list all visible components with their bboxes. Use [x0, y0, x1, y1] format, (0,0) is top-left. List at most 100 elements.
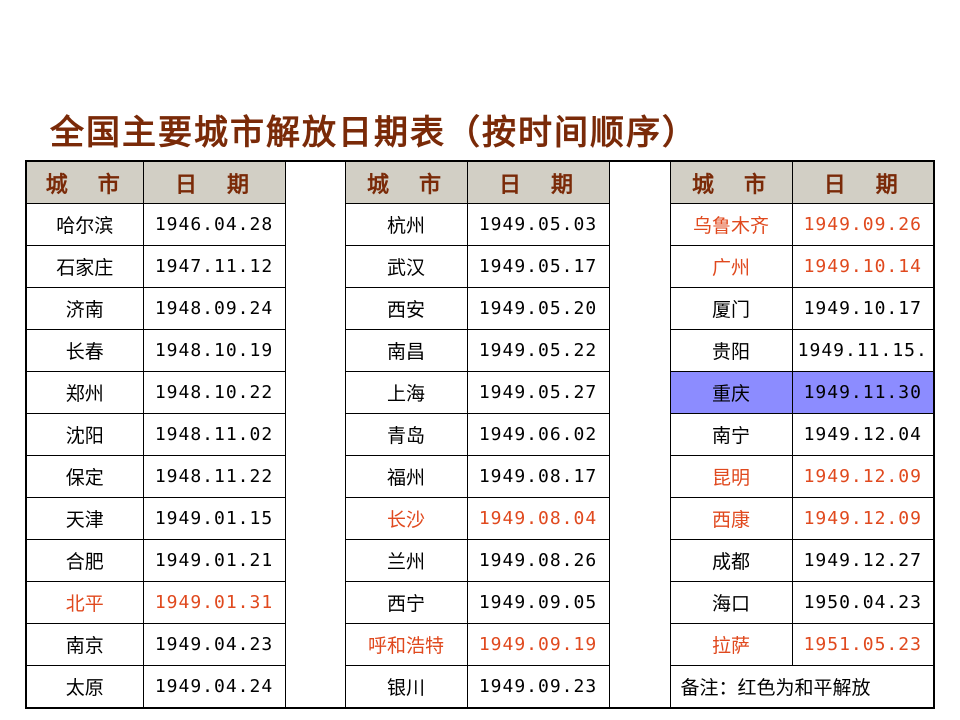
date-cell: 1949.05.27	[466, 371, 610, 414]
table-row: 合肥 1949.01.21 兰州 1949.08.26 成都 1949.12.2…	[25, 539, 935, 582]
date-cell: 1949.05.17	[466, 245, 610, 288]
city-cell: 呼和浩特	[344, 623, 468, 666]
city-cell: 济南	[25, 287, 144, 330]
date-cell: 1949.09.19	[466, 623, 610, 666]
table-row: 郑州 1948.10.22 上海 1949.05.27 重庆 1949.11.3…	[25, 371, 935, 414]
column-gap	[608, 287, 671, 330]
city-cell: 郑州	[25, 371, 144, 414]
city-cell: 南京	[25, 623, 144, 666]
table-row: 南京 1949.04.23 呼和浩特 1949.09.19 拉萨 1951.05…	[25, 623, 935, 666]
date-cell: 1947.11.12	[142, 245, 286, 288]
column-gap	[608, 497, 671, 540]
table-row: 济南 1948.09.24 西安 1949.05.20 厦门 1949.10.1…	[25, 287, 935, 330]
city-cell-highlighted: 重庆	[669, 371, 793, 414]
header-date-1: 日 期	[142, 160, 286, 204]
date-cell: 1948.10.22	[142, 371, 286, 414]
page-title: 全国主要城市解放日期表（按时间顺序）	[50, 113, 698, 153]
liberation-dates-table: 城 市 日 期 城 市 日 期 城 市 日 期 哈尔滨 1946.04.28 杭…	[25, 160, 935, 709]
date-cell: 1949.05.03	[466, 203, 610, 246]
city-cell: 西安	[344, 287, 468, 330]
table-row: 天津 1949.01.15 长沙 1949.08.04 西康 1949.12.0…	[25, 497, 935, 540]
date-cell: 1949.12.27	[791, 539, 935, 582]
date-cell: 1949.04.24	[142, 665, 286, 709]
city-cell: 银川	[344, 665, 468, 709]
date-cell: 1949.08.17	[466, 455, 610, 498]
legend-note: 备注：红色为和平解放	[669, 665, 935, 709]
date-cell: 1948.10.19	[142, 329, 286, 372]
date-cell: 1949.11.15.	[791, 329, 935, 372]
city-cell: 南昌	[344, 329, 468, 372]
column-gap	[608, 623, 671, 666]
date-cell: 1949.01.15	[142, 497, 286, 540]
city-cell: 贵阳	[669, 329, 793, 372]
column-gap	[608, 413, 671, 456]
date-cell: 1949.09.26	[791, 203, 935, 246]
table-row: 石家庄 1947.11.12 武汉 1949.05.17 广州 1949.10.…	[25, 245, 935, 288]
date-cell: 1949.04.23	[142, 623, 286, 666]
city-cell: 成都	[669, 539, 793, 582]
header-city-1: 城 市	[25, 160, 144, 204]
date-cell: 1951.05.23	[791, 623, 935, 666]
table-row: 太原 1949.04.24 银川 1949.09.23 备注：红色为和平解放	[25, 665, 935, 709]
header-city-3: 城 市	[669, 160, 793, 204]
city-cell: 太原	[25, 665, 144, 709]
date-cell: 1949.08.04	[466, 497, 610, 540]
city-cell: 上海	[344, 371, 468, 414]
date-cell: 1946.04.28	[142, 203, 286, 246]
city-cell: 广州	[669, 245, 793, 288]
date-cell: 1948.09.24	[142, 287, 286, 330]
date-cell: 1949.12.09	[791, 497, 935, 540]
date-cell: 1949.05.20	[466, 287, 610, 330]
date-cell: 1949.06.02	[466, 413, 610, 456]
column-gap	[284, 371, 346, 414]
column-gap	[284, 203, 346, 246]
column-gap	[284, 161, 346, 204]
date-cell: 1949.05.22	[466, 329, 610, 372]
date-cell: 1949.01.21	[142, 539, 286, 582]
date-cell: 1949.10.17	[791, 287, 935, 330]
column-gap	[284, 413, 346, 456]
city-cell: 长春	[25, 329, 144, 372]
date-cell: 1949.12.09	[791, 455, 935, 498]
date-cell: 1948.11.22	[142, 455, 286, 498]
city-cell: 哈尔滨	[25, 203, 144, 246]
city-cell: 乌鲁木齐	[669, 203, 793, 246]
date-cell: 1950.04.23	[791, 581, 935, 624]
table-row: 长春 1948.10.19 南昌 1949.05.22 贵阳 1949.11.1…	[25, 329, 935, 372]
city-cell: 天津	[25, 497, 144, 540]
date-cell: 1949.12.04	[791, 413, 935, 456]
date-cell: 1949.10.14	[791, 245, 935, 288]
city-cell: 石家庄	[25, 245, 144, 288]
city-cell: 合肥	[25, 539, 144, 582]
table-row: 北平 1949.01.31 西宁 1949.09.05 海口 1950.04.2…	[25, 581, 935, 624]
city-cell: 南宁	[669, 413, 793, 456]
column-gap	[284, 539, 346, 582]
city-cell: 西康	[669, 497, 793, 540]
date-cell: 1949.01.31	[142, 581, 286, 624]
column-gap	[284, 455, 346, 498]
column-gap	[608, 371, 671, 414]
header-city-2: 城 市	[344, 160, 468, 204]
column-gap	[608, 245, 671, 288]
column-gap	[608, 455, 671, 498]
column-gap	[284, 623, 346, 666]
date-cell-highlighted: 1949.11.30	[791, 371, 935, 414]
column-gap	[608, 161, 671, 204]
column-gap	[284, 665, 346, 708]
city-cell: 长沙	[344, 497, 468, 540]
city-cell: 昆明	[669, 455, 793, 498]
city-cell: 兰州	[344, 539, 468, 582]
table-row: 哈尔滨 1946.04.28 杭州 1949.05.03 乌鲁木齐 1949.0…	[25, 203, 935, 246]
city-cell: 海口	[669, 581, 793, 624]
table-header-row: 城 市 日 期 城 市 日 期 城 市 日 期	[25, 160, 935, 204]
column-gap	[284, 287, 346, 330]
table-row: 沈阳 1948.11.02 青岛 1949.06.02 南宁 1949.12.0…	[25, 413, 935, 456]
city-cell: 沈阳	[25, 413, 144, 456]
date-cell: 1948.11.02	[142, 413, 286, 456]
city-cell: 保定	[25, 455, 144, 498]
column-gap	[608, 665, 671, 708]
header-date-2: 日 期	[466, 160, 610, 204]
table-row: 保定 1948.11.22 福州 1949.08.17 昆明 1949.12.0…	[25, 455, 935, 498]
date-cell: 1949.09.05	[466, 581, 610, 624]
column-gap	[608, 329, 671, 372]
